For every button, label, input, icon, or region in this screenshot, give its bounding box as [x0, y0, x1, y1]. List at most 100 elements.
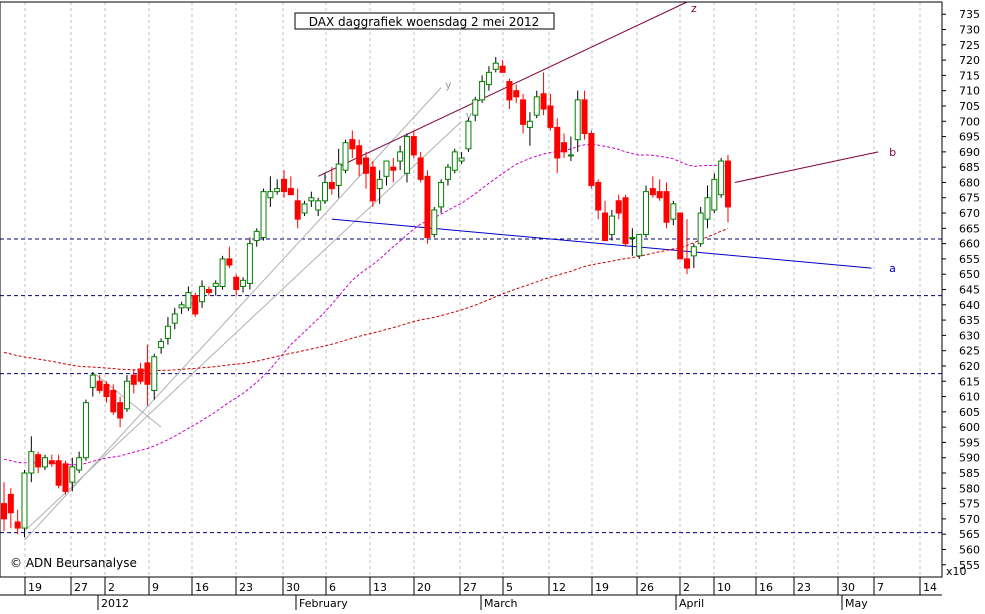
y-tick-label-7: 590 [959, 452, 980, 465]
candle-body-28 [192, 295, 199, 315]
y-tick-label-9: 600 [959, 421, 980, 434]
x-tick-label-7: 6 [329, 581, 336, 594]
x-tick-label-19: 30 [841, 581, 855, 594]
y-tick-label-4: 575 [959, 498, 980, 511]
y-tick-label-13: 620 [959, 360, 980, 373]
candle-body-67 [458, 157, 465, 162]
candle-body-50 [342, 142, 349, 171]
y-tick-label-8: 595 [959, 436, 980, 449]
y-tick-label-24: 675 [959, 192, 980, 205]
y-tick-label-0: 555 [959, 559, 980, 572]
candle-body-8 [55, 460, 62, 486]
candle-body-19 [130, 374, 137, 385]
month-label-1: February [299, 597, 348, 610]
candle-body-89 [608, 215, 615, 235]
y-tick-label-31: 710 [959, 85, 980, 98]
candle-body-47 [322, 181, 329, 202]
candle-body-31 [212, 282, 219, 287]
candle-body-2 [14, 521, 21, 529]
y-tick-label-2: 565 [959, 528, 980, 541]
candle-body-88 [602, 212, 609, 242]
trend-label-a: a [889, 262, 896, 275]
candle-body-79 [540, 93, 547, 110]
candle-body-12 [82, 402, 89, 459]
candle-body-85 [581, 99, 588, 135]
candle-body-59 [403, 136, 410, 174]
y-tick-label-25: 680 [959, 176, 980, 189]
candle-body-106 [724, 160, 731, 208]
candle-body-51 [349, 139, 356, 150]
candle-body-66 [451, 151, 458, 171]
candle-body-13 [89, 374, 96, 388]
candle-body-103 [704, 197, 711, 220]
candle-body-84 [574, 99, 581, 141]
candle-body-65 [444, 166, 451, 180]
moving-average-short [3, 143, 729, 466]
x-tick-label-8: 13 [373, 581, 387, 594]
candle-body-46 [315, 200, 322, 211]
candle-body-68 [465, 120, 472, 150]
trend-label-b: b [889, 146, 896, 159]
candle-body-62 [424, 175, 431, 239]
channel-lower [24, 120, 462, 532]
y-tick-label-36: 735 [959, 8, 980, 21]
candle-body-17 [117, 402, 124, 419]
candle-body-5 [35, 454, 42, 468]
candle-body-93 [636, 233, 643, 257]
candle-body-86 [588, 133, 595, 187]
candle-body-23 [158, 340, 165, 349]
y-tick-label-11: 610 [959, 391, 980, 404]
month-label-4: May [845, 597, 868, 610]
x-tick-label-15: 2 [683, 581, 690, 594]
x-tick-label-12: 12 [552, 581, 566, 594]
candle-body-55 [376, 178, 383, 190]
x-tick-label-21: 14 [923, 581, 937, 594]
candle-body-78 [533, 96, 540, 116]
y-tick-label-33: 720 [959, 54, 980, 67]
candle-body-105 [718, 160, 725, 196]
candle-body-90 [615, 200, 622, 214]
y-tick-label-27: 690 [959, 146, 980, 159]
candle-body-98 [670, 203, 677, 220]
x-tick-label-18: 23 [797, 581, 811, 594]
x-tick-label-11: 5 [506, 581, 513, 594]
candle-body-72 [492, 62, 499, 70]
candle-body-7 [48, 460, 55, 465]
y-tick-label-28: 695 [959, 131, 980, 144]
x-tick-label-17: 16 [759, 581, 773, 594]
moving-average-long [3, 228, 729, 372]
candle-body-25 [171, 313, 178, 324]
y-tick-label-21: 660 [959, 238, 980, 251]
trendline-z [317, 1, 688, 177]
y-tick-label-14: 625 [959, 345, 980, 358]
candle-body-96 [656, 191, 663, 199]
candle-body-94 [643, 191, 650, 235]
x-tick-label-20: 7 [877, 581, 884, 594]
candle-body-87 [595, 181, 602, 211]
candle-body-48 [328, 181, 335, 190]
candle-body-4 [28, 451, 35, 474]
candle-body-16 [110, 389, 117, 413]
x-tick-label-4: 16 [195, 581, 209, 594]
y-tick-label-18: 645 [959, 284, 980, 297]
x-tick-label-9: 20 [417, 581, 431, 594]
candle-body-82 [561, 142, 568, 153]
candle-body-61 [417, 157, 424, 180]
candle-body-52 [356, 145, 363, 165]
candle-body-37 [253, 230, 260, 242]
candle-body-0 [1, 503, 7, 520]
candle-body-83 [567, 154, 574, 157]
candle-body-100 [684, 258, 690, 269]
trend-label-z: z [691, 2, 697, 15]
candle-body-29 [199, 285, 206, 303]
trendline-a [331, 218, 872, 269]
y-tick-label-15: 630 [959, 329, 980, 342]
trend-label-y: y [445, 79, 452, 92]
candle-body-95 [649, 188, 656, 196]
candle-body-60 [410, 136, 417, 156]
chart-title: DAX daggrafiek woensdag 2 mei 2012 [309, 15, 539, 29]
candle-body-81 [554, 126, 561, 159]
candle-body-38 [260, 191, 267, 239]
x-tick-label-14: 26 [640, 581, 654, 594]
x-tick-label-10: 27 [463, 581, 477, 594]
